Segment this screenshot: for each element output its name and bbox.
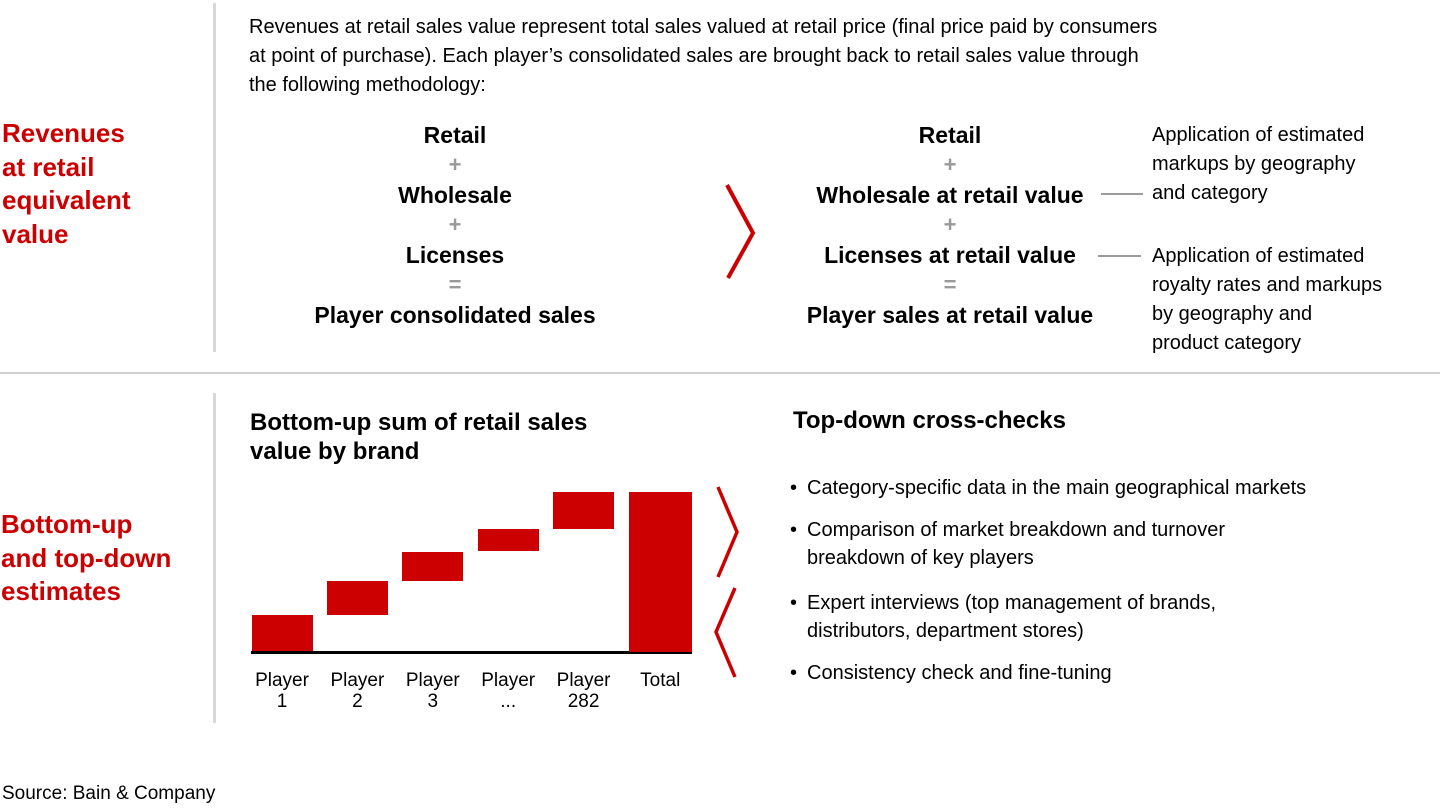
formula-term: Wholesale at retail value: [816, 181, 1084, 208]
bullet-dot: •: [790, 477, 798, 499]
bullet-item: • Expert interviews (top management of br…: [790, 589, 1390, 645]
formula-term: Player sales at retail value: [806, 301, 1094, 328]
chart-title: Bottom-up sum of retail sales value by b…: [250, 409, 588, 465]
bullet-text: Consistency check and fine-tuning: [807, 662, 1112, 684]
bullet-dot: •: [790, 519, 798, 541]
bullet-dot: •: [790, 662, 798, 684]
formula-term: Retail: [423, 121, 487, 148]
x-axis-label: Player 282: [556, 670, 611, 712]
x-axis-label: Player ...: [481, 670, 536, 712]
cross-checks-heading: Top-down cross-checks: [793, 407, 1066, 434]
annotation-markups: Application of estimated markups by geog…: [1152, 124, 1365, 204]
bullet-text: Comparison of market breakdown and turno…: [807, 519, 1225, 569]
formula-retail-value: Retail + Wholesale at retail value + License…: [780, 120, 1120, 330]
x-axis-label: Player 2: [330, 670, 385, 712]
formula-operator: +: [943, 152, 957, 177]
section-heading-revenues: Revenues at retail equivalent value: [2, 118, 131, 249]
chevron-left-icon: [714, 587, 737, 678]
section-divider: [0, 372, 1440, 374]
waterfall-bar: [251, 614, 313, 652]
bullet-item: • Category-specific data in the main geog…: [790, 474, 1390, 502]
formula-term: Wholesale: [398, 181, 512, 208]
source-note: Source: Bain & Company: [2, 783, 216, 804]
formula-term: Licenses at retail value: [824, 241, 1076, 268]
formula-term: Player consolidated sales: [314, 301, 596, 328]
formula-consolidated-sales: Retail + Wholesale + Licenses = Player consoli…: [285, 120, 625, 330]
x-axis-line: [251, 651, 692, 654]
x-axis-label: Player 3: [405, 670, 460, 712]
bullet-text: Expert interviews (top management of bra…: [807, 592, 1217, 642]
section-heading-estimates: Bottom-up and top-down estimates: [1, 509, 172, 606]
waterfall-bar: [477, 529, 539, 552]
formula-operator: +: [448, 212, 462, 237]
chevron-right-icon: [716, 486, 739, 578]
bullet-item: • Consistency check and fine-tuning: [790, 659, 1390, 687]
x-axis-label: Player 1: [255, 670, 309, 712]
vertical-rule-bottom: [213, 393, 216, 723]
waterfall-bar: [326, 581, 388, 615]
formula-operator: =: [943, 272, 957, 297]
bullet-dot: •: [790, 592, 798, 614]
bullet-text: Category-specific data in the main geogr…: [807, 477, 1307, 499]
annotation-royalty: Application of estimated royalty rates a…: [1152, 245, 1383, 354]
chevron-right-icon: [725, 184, 756, 279]
formula-operator: +: [943, 212, 957, 237]
formula-term: Retail: [918, 121, 982, 148]
intro-paragraph: Revenues at retail sales value represent…: [249, 16, 1158, 96]
connector-line-wholesale: [1101, 193, 1143, 195]
formula-operator: +: [448, 152, 462, 177]
waterfall-bar: [553, 491, 615, 530]
bullet-item: • Comparison of market breakdown and turn…: [790, 516, 1390, 572]
total-bar: [628, 491, 692, 652]
formula-term: Licenses: [405, 241, 505, 268]
waterfall-bar: [402, 551, 464, 582]
connector-line-licenses: [1098, 255, 1141, 257]
formula-operator: =: [448, 272, 462, 297]
vertical-rule-top: [213, 3, 216, 352]
x-axis-label: Total: [640, 670, 681, 691]
